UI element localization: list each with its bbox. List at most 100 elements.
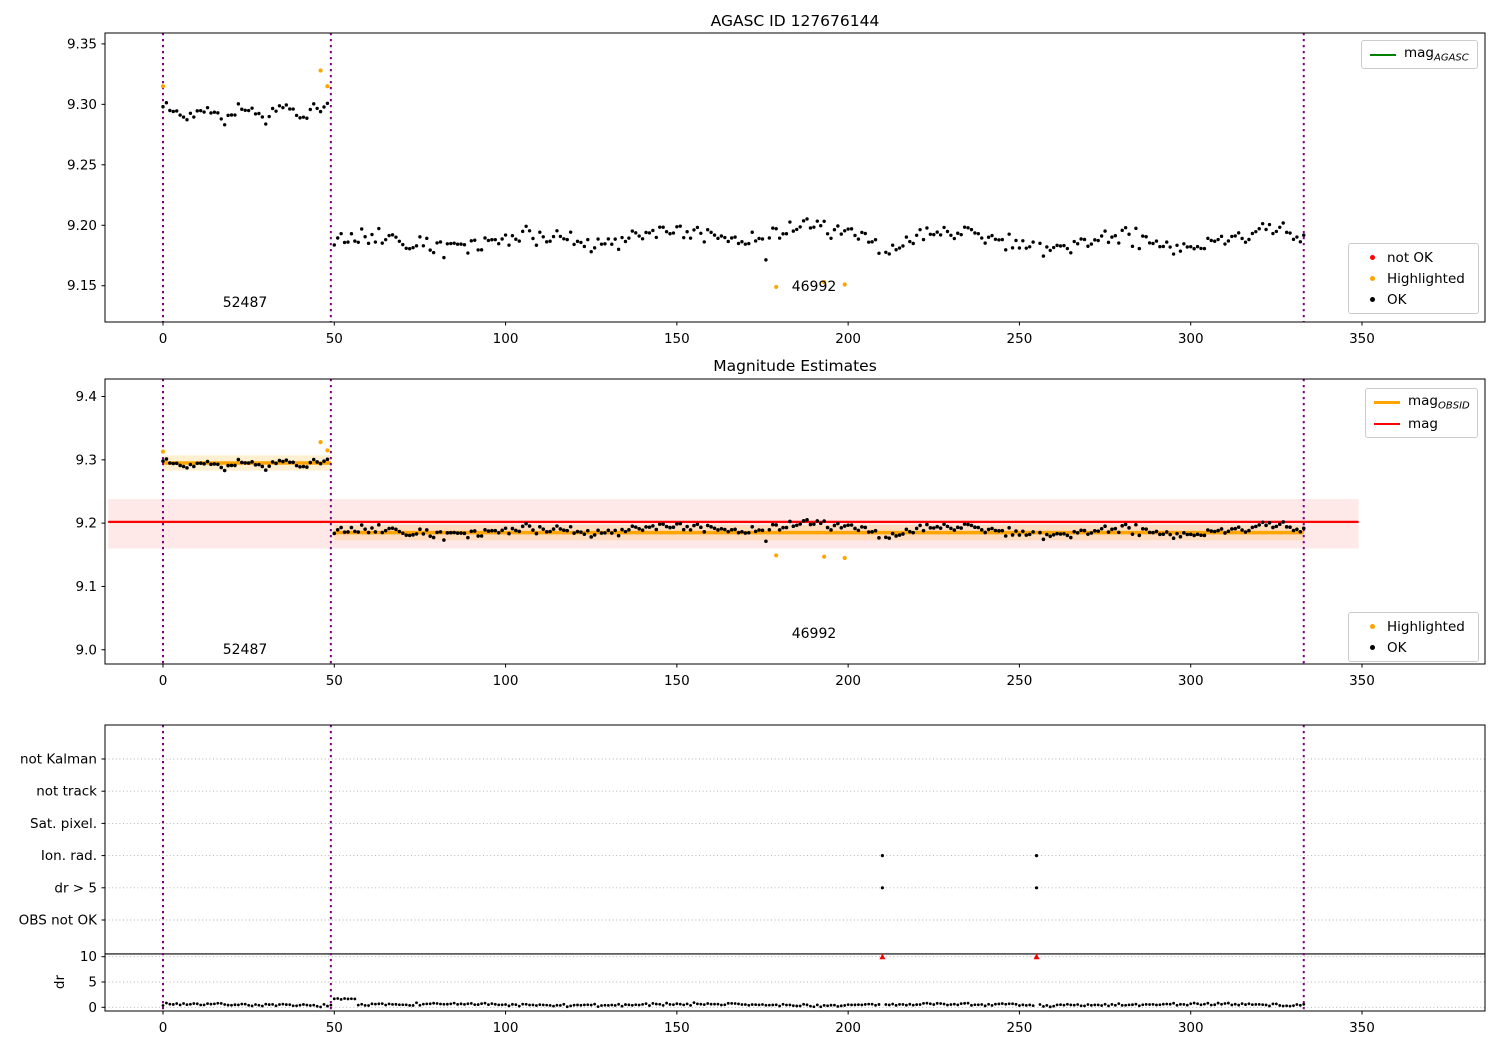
dr-point	[336, 997, 340, 1000]
dr-point	[665, 1001, 668, 1005]
ok-point	[1134, 226, 1138, 231]
ok-point	[222, 468, 227, 473]
ok-point	[1250, 231, 1255, 236]
red-line-swatch	[1374, 422, 1400, 425]
ok-point	[962, 522, 967, 526]
dr-point	[463, 1002, 466, 1006]
ok-point	[1127, 232, 1131, 236]
y-tick-label: 9.20	[67, 218, 97, 234]
dr-point	[809, 1004, 812, 1008]
dr-point	[206, 1002, 209, 1006]
ok-point	[1247, 237, 1251, 242]
ok-point	[565, 237, 569, 242]
ok-point	[777, 528, 782, 532]
ok-point	[918, 523, 922, 528]
ok-point	[1288, 525, 1292, 529]
ok-point	[1185, 532, 1190, 537]
dr-point	[836, 1004, 840, 1008]
dr-point	[466, 1002, 470, 1006]
flag-category-label: dr > 5	[54, 880, 97, 896]
dr-point	[973, 1003, 977, 1007]
ok-point	[945, 229, 950, 234]
annotation-obsid-46992-top: 46992	[791, 279, 837, 295]
ok-point	[1065, 246, 1070, 251]
dr-tick-label: 10	[80, 949, 97, 965]
dr-point	[322, 1002, 326, 1006]
highlighted-dot-swatch-mid	[1357, 624, 1387, 629]
ok-point	[175, 109, 179, 113]
ok-point	[1230, 527, 1234, 531]
dr-point	[706, 1002, 710, 1005]
ok-point	[925, 522, 929, 527]
dr-point	[370, 1002, 374, 1006]
ok-point	[1164, 530, 1169, 534]
y-tick-label: 9.30	[67, 97, 97, 113]
ok-point	[866, 240, 871, 244]
dr-point	[1141, 1003, 1145, 1007]
ok-point	[640, 237, 645, 241]
dr-point	[449, 1002, 453, 1006]
ok-point	[931, 526, 936, 530]
ok-point	[383, 528, 388, 533]
dr-point	[1055, 1003, 1059, 1007]
ok-point	[349, 525, 354, 530]
ok-point	[181, 464, 186, 469]
legend-row-ok: OK	[1357, 289, 1472, 310]
dr-point	[743, 1003, 747, 1006]
ok-point	[308, 107, 313, 112]
ok-point	[346, 530, 350, 534]
ok-point	[469, 529, 474, 534]
dr-point	[384, 1003, 388, 1007]
ok-point	[990, 233, 994, 238]
ok-point	[1140, 527, 1145, 531]
ok-point	[318, 461, 323, 466]
ok-point	[1185, 245, 1189, 249]
ok-point	[637, 234, 641, 238]
dr-point	[1240, 1002, 1244, 1006]
flag-point	[880, 854, 884, 858]
ok-point	[459, 531, 463, 535]
dr-point	[983, 1004, 987, 1008]
ok-point	[1161, 244, 1166, 249]
dr-point	[260, 1004, 264, 1008]
dr-point	[541, 1003, 545, 1007]
ok-point	[1158, 244, 1162, 249]
ok-point	[260, 464, 265, 469]
flag-point	[1034, 886, 1039, 890]
ok-point	[380, 241, 384, 245]
ok-point	[428, 534, 433, 538]
dr-point	[548, 1003, 552, 1007]
ok-point	[479, 248, 484, 252]
ok-point	[606, 528, 611, 533]
dr-points	[161, 997, 1306, 1009]
ok-point	[202, 110, 206, 114]
ok-point	[575, 239, 580, 244]
dr-point	[1052, 1004, 1056, 1008]
x-tick-label: 0	[159, 1020, 168, 1036]
dr-point	[1274, 1002, 1278, 1006]
ok-point	[161, 105, 165, 109]
ok-point	[1233, 234, 1237, 238]
ok-point	[555, 524, 559, 528]
ok-point	[342, 240, 347, 245]
dr-point	[558, 1004, 562, 1007]
ok-point	[562, 528, 566, 533]
dr-point	[247, 1003, 251, 1007]
ok-point	[387, 233, 391, 238]
ok-point	[1075, 531, 1080, 535]
dr-point	[1103, 1002, 1107, 1006]
y-tick-label: 9.1	[76, 579, 97, 595]
dr-point	[630, 1003, 634, 1007]
dr-point	[750, 1003, 754, 1006]
dr-point	[223, 1003, 227, 1006]
dr-point	[846, 1003, 850, 1007]
dr-point	[1031, 1004, 1035, 1008]
ok-point	[921, 528, 926, 533]
ok-point	[1096, 238, 1100, 243]
ok-point	[709, 525, 713, 529]
ok-point	[1192, 533, 1196, 538]
ok-point	[1014, 238, 1018, 243]
ok-point	[894, 248, 898, 252]
ok-point	[1062, 531, 1066, 536]
ok-point	[493, 528, 498, 533]
